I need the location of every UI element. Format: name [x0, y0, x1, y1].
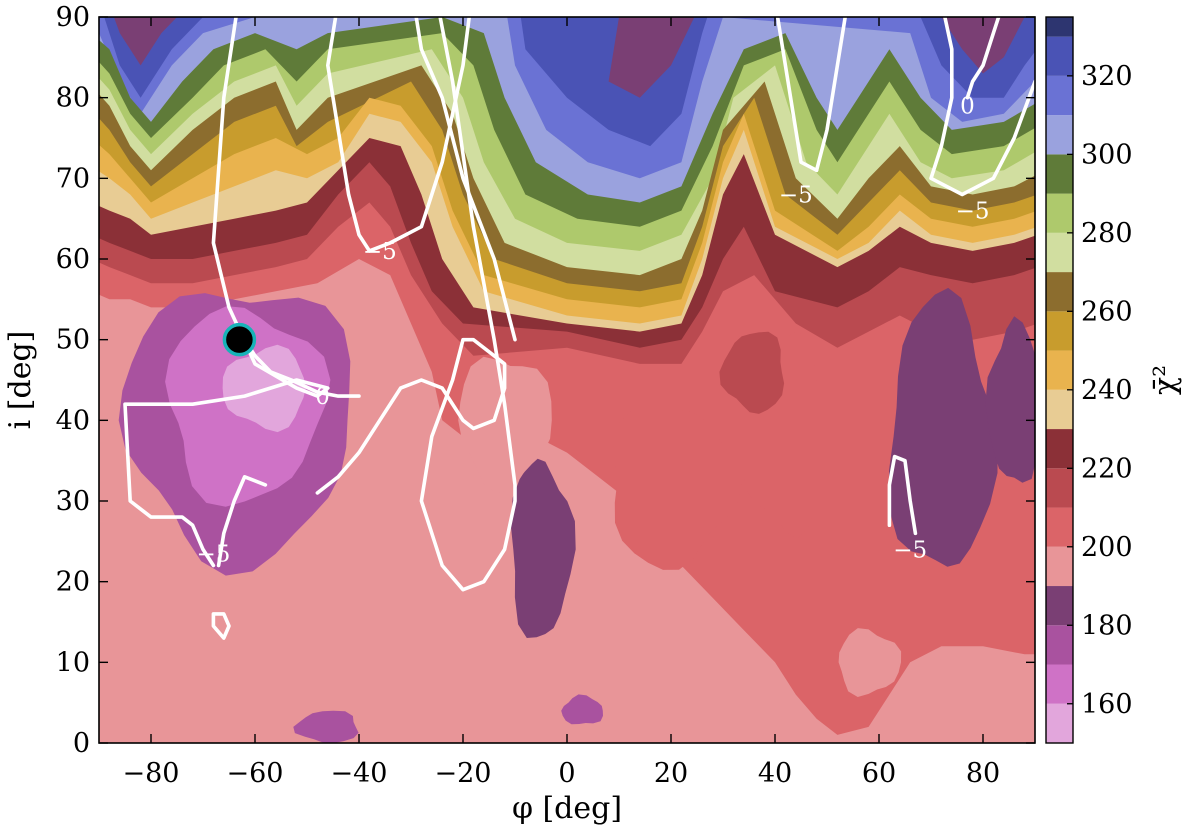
colorbar-swatch — [1046, 75, 1073, 116]
colorbar-tick-label: 180 — [1081, 610, 1133, 641]
colorbar-tick-label: 300 — [1081, 139, 1133, 170]
x-tick-label: −40 — [331, 758, 388, 789]
y-tick-label: 20 — [56, 567, 90, 598]
y-tick-label: 90 — [56, 2, 90, 33]
streak-170-b — [561, 694, 603, 725]
y-tick-label: 40 — [56, 405, 90, 436]
streak-170-a — [293, 710, 359, 743]
colorbar-tick-label: 160 — [1081, 689, 1133, 720]
contour-line-8 — [965, 17, 1001, 100]
y-tick-label: 0 — [73, 728, 90, 759]
x-axis-ticks: −80 −60 −40 −20 0 20 40 60 80 — [123, 17, 1000, 789]
x-tick-label: −80 — [123, 758, 180, 789]
contour-line-1 — [242, 337, 361, 398]
y-tick-label: 50 — [56, 325, 90, 356]
colorbar-label: χ̄² — [1148, 365, 1183, 395]
contour-label: 0 — [315, 384, 330, 410]
x-axis-label: φ [deg] — [512, 791, 622, 826]
colorbar-swatch — [1046, 115, 1073, 155]
intrusion-180-a — [889, 287, 998, 567]
colorbar-swatch — [1046, 17, 1073, 37]
colorbar-swatch — [1046, 586, 1073, 626]
colorbar-swatch — [1046, 546, 1073, 587]
colorbar-frame — [1045, 16, 1074, 744]
colorbar-swatch — [1046, 311, 1073, 351]
x-tick-label: 20 — [654, 758, 688, 789]
colorbar-swatch — [1046, 429, 1073, 469]
contour-label: −5 — [196, 541, 230, 567]
intrusion-180-b — [510, 458, 576, 638]
contour-line-7 — [814, 17, 848, 173]
colorbar-swatch — [1046, 664, 1073, 704]
y-tick-label: 10 — [56, 647, 90, 678]
island-190-b — [838, 628, 902, 697]
y-tick-label: 30 — [56, 486, 90, 517]
y-tick-label: 80 — [56, 83, 90, 114]
x-tick-label: 40 — [758, 758, 792, 789]
island-190-a — [458, 356, 552, 494]
contour-line-5 — [414, 17, 517, 342]
colorbar-tick-label: 220 — [1081, 453, 1133, 484]
contour-line-3 — [216, 475, 268, 568]
x-tick-label: −20 — [435, 758, 492, 789]
patch-210 — [719, 331, 785, 414]
chi-square-field — [99, 17, 1035, 743]
colorbar-swatch — [1046, 36, 1073, 76]
contour-line-4 — [315, 17, 517, 592]
contour-label: 0 — [960, 94, 975, 120]
best-fit-marker — [222, 322, 257, 357]
colorbar-swatch — [1046, 389, 1073, 430]
colorbar-swatch — [1046, 507, 1073, 547]
colorbar-tick-label: 260 — [1081, 296, 1133, 327]
patch-200-a — [613, 408, 742, 570]
colorbar-tick-label: 320 — [1081, 61, 1133, 92]
contour-line-9 — [929, 17, 1035, 197]
colorbar-swatch — [1046, 232, 1073, 273]
contour-lines — [123, 17, 1035, 640]
intrusion-180-c — [985, 316, 1035, 483]
y-axis-ticks: 0 10 20 30 40 50 60 70 80 90 — [56, 2, 1035, 759]
contour-label: −5 — [893, 537, 927, 563]
colorbar-tick-label: 200 — [1081, 532, 1133, 563]
colorbar-tick-label: 240 — [1081, 375, 1133, 406]
colorbar-swatch — [1046, 350, 1073, 390]
colorbar-swatch — [1046, 154, 1073, 194]
colorbar-swatch — [1046, 703, 1073, 743]
contour-line-6 — [775, 17, 819, 173]
y-axis-label: i [deg] — [3, 331, 38, 430]
colorbar-swatch — [1046, 468, 1073, 508]
colorbar-swatch — [1046, 193, 1073, 233]
x-tick-label: 0 — [558, 758, 575, 789]
contour-line-10 — [887, 454, 918, 536]
contour-line-11 — [211, 612, 231, 640]
contour-label: −5 — [779, 182, 813, 208]
colorbar-swatch — [1046, 625, 1073, 665]
best-fit-point — [222, 322, 257, 357]
x-tick-label: −60 — [227, 758, 284, 789]
colorbar: 160 180 200 220 240 260 280 300 320 — [1045, 16, 1133, 744]
colorbar-swatch — [1046, 272, 1073, 312]
contour-labels: −5 0 −5 −5 0 −5 −5 — [196, 94, 989, 568]
y-tick-label: 60 — [56, 244, 90, 275]
x-tick-label: 60 — [862, 758, 896, 789]
x-tick-label: 80 — [966, 758, 1000, 789]
colorbar-tick-label: 280 — [1081, 218, 1133, 249]
contour-line-0 — [123, 17, 330, 568]
contour-label: −5 — [956, 199, 990, 225]
contour-label: −5 — [363, 239, 397, 265]
y-tick-label: 70 — [56, 163, 90, 194]
